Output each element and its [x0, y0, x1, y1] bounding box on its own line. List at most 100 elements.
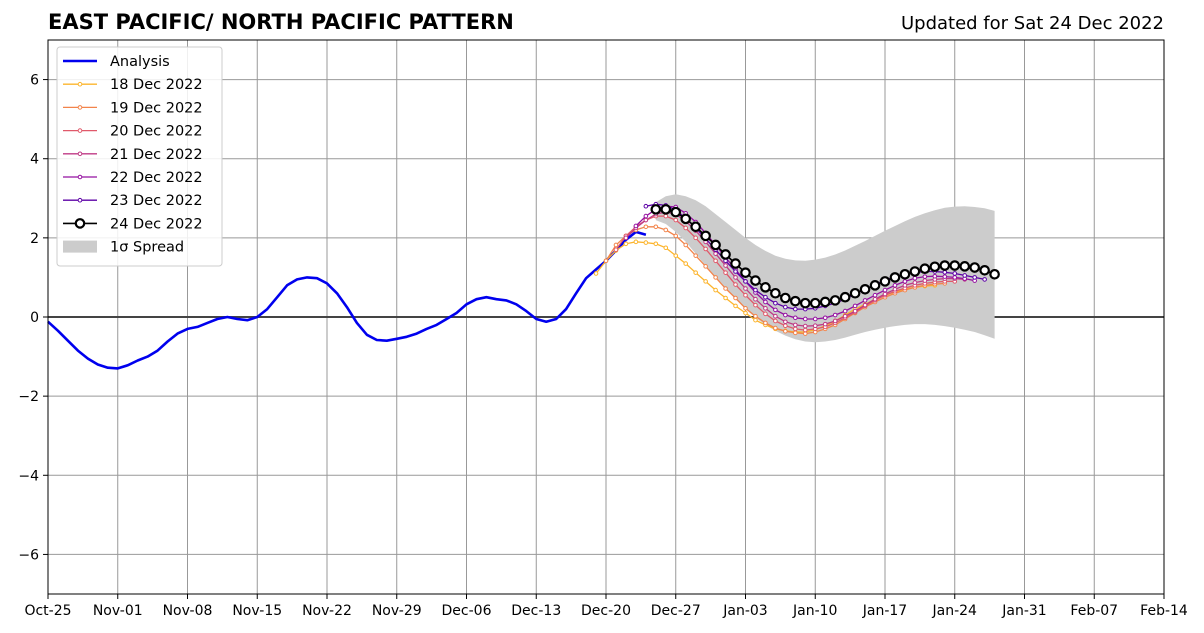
forecast-point [680, 213, 692, 225]
legend-label: 22 Dec 2022 [110, 170, 203, 186]
forecast-point [743, 305, 748, 311]
x-tick-label: Jan-17 [862, 603, 907, 619]
forecast-point [743, 292, 748, 298]
forecast-point [822, 315, 828, 321]
forecast-point [740, 267, 751, 278]
forecast-point [710, 239, 721, 251]
forecast-point [673, 253, 679, 258]
y-axis: 6 4 2 0 −2 −4 −6 [18, 73, 48, 563]
forecast-point [770, 287, 781, 299]
forecast-point [723, 263, 728, 268]
forecast-point [753, 313, 758, 319]
legend-marker [77, 174, 83, 180]
forecast-point [693, 235, 698, 241]
forecast-point [799, 297, 811, 309]
y-tick-label: −4 [18, 468, 39, 484]
forecast-point [902, 279, 908, 284]
forecast-point [802, 327, 808, 333]
forecast-point [783, 312, 788, 318]
forecast-point [892, 283, 898, 288]
x-tick-label: Dec-13 [511, 603, 561, 619]
forecast-point [783, 323, 788, 329]
forecast-point [949, 260, 961, 271]
legend-marker [77, 197, 83, 203]
x-tick-label: Jan-10 [792, 603, 837, 619]
legend-item: Analysis [63, 54, 170, 70]
forecast-series [593, 201, 1000, 336]
forecast-point [773, 318, 778, 324]
forecast-point [889, 272, 901, 283]
forecast-point [909, 266, 921, 277]
x-axis: Oct-25 Nov-01 Nov-08 Nov-15 Nov-22 Nov-29 Dec-… [24, 594, 1188, 619]
forecast-point [942, 269, 948, 275]
forecast-point [892, 287, 898, 292]
forecast-point [882, 291, 888, 297]
forecast-point [703, 246, 708, 252]
x-tick-label: Feb-07 [1070, 603, 1118, 619]
legend-label: 20 Dec 2022 [110, 124, 203, 140]
forecast-point [862, 302, 868, 308]
forecast-point [643, 217, 649, 223]
forecast-point [979, 265, 990, 276]
forecast-point [783, 328, 788, 334]
forecast-point [842, 308, 848, 314]
forecast-point [653, 224, 659, 230]
forecast-point [872, 296, 878, 302]
legend-item: 20 Dec 2022 [63, 124, 203, 140]
y-tick-label: 0 [30, 310, 39, 326]
legend-item: 1σ Spread [63, 240, 184, 256]
forecast-point [713, 251, 718, 256]
forecast-point [952, 275, 958, 280]
forecast-point [643, 240, 649, 245]
forecast-point [832, 318, 838, 324]
legend-item: 24 Dec 2022 [63, 216, 203, 232]
forecast-point [773, 325, 778, 331]
forecast-point [633, 223, 639, 229]
chart-subtitle: Updated for Sat 24 Dec 2022 [901, 13, 1164, 34]
y-tick-label: −6 [18, 547, 39, 563]
legend-marker [77, 128, 83, 133]
x-tick-label: Oct-25 [24, 603, 71, 619]
forecast-point [713, 275, 718, 280]
forecast-point [763, 320, 768, 326]
forecast-point [743, 279, 748, 284]
forecast-point [763, 299, 768, 305]
forecast-point [832, 312, 838, 318]
forecast-point [733, 303, 738, 309]
forecast-point [822, 321, 828, 327]
forecast-point [733, 275, 738, 280]
legend-label: 1σ Spread [110, 240, 184, 256]
forecast-point [743, 286, 748, 291]
legend-item: 19 Dec 2022 [63, 100, 203, 116]
forecast-point [683, 242, 689, 248]
legend-item: 23 Dec 2022 [63, 193, 203, 209]
forecast-point [643, 224, 649, 230]
forecast-point [753, 317, 758, 323]
forecast-point [952, 271, 958, 276]
y-tick-label: 4 [30, 152, 39, 168]
forecast-point [623, 235, 629, 241]
forecast-point [919, 263, 931, 275]
forecast-point [733, 269, 738, 274]
forecast-point [872, 292, 878, 298]
forecast-point [802, 331, 808, 336]
forecast-point [743, 310, 748, 316]
forecast-24-dec-2022 [650, 204, 1000, 309]
forecast-point [693, 253, 698, 258]
forecast-point [763, 311, 768, 317]
x-tick-label: Nov-01 [93, 603, 143, 619]
forecast-point [753, 287, 758, 293]
forecast-point [673, 217, 679, 223]
forecast-point [819, 296, 831, 308]
legend-marker [74, 218, 86, 229]
forecast-point [773, 307, 778, 313]
forecast-point [929, 261, 941, 273]
forecast-point [643, 213, 649, 219]
forecast-point [922, 274, 928, 279]
forecast-point [753, 302, 758, 308]
forecast-point [663, 213, 669, 219]
x-tick-label: Dec-06 [442, 603, 492, 619]
forecast-point [962, 273, 968, 278]
forecast-point [690, 221, 701, 233]
